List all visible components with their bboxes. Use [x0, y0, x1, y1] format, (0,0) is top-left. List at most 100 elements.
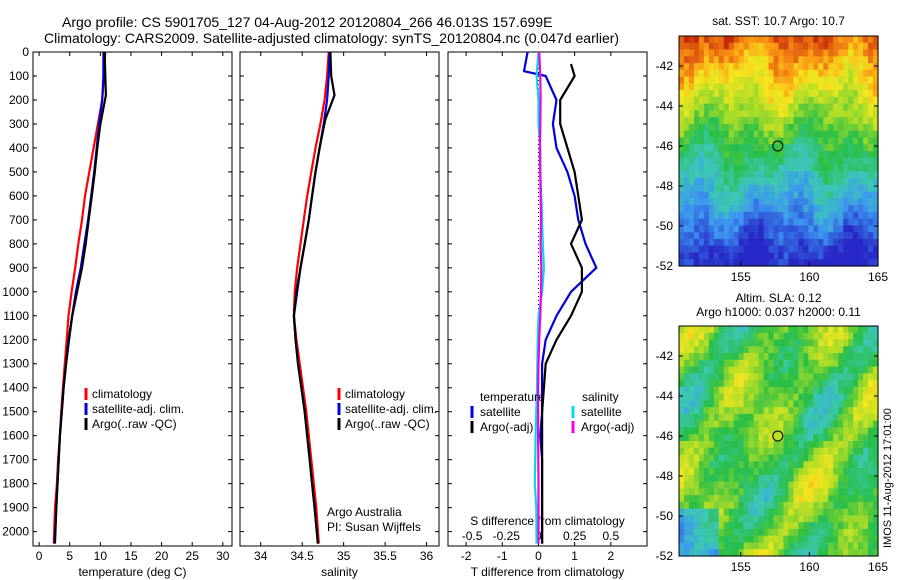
- map-cell: [848, 522, 854, 530]
- map-cell: [683, 407, 690, 415]
- map-cell: [688, 252, 695, 260]
- y-tick-label: 900: [9, 261, 29, 275]
- map-cell: [793, 178, 799, 186]
- map-cell: [718, 151, 725, 159]
- map-cell: [858, 205, 864, 213]
- map-cell: [758, 137, 765, 145]
- map-cell: [743, 549, 750, 557]
- map-cell: [813, 528, 819, 537]
- map-cell: [863, 232, 869, 240]
- map-cell: [828, 252, 834, 260]
- map-cell: [713, 49, 720, 57]
- map-cell: [863, 90, 869, 98]
- map-cell: [813, 346, 819, 354]
- map-cell: [803, 454, 809, 462]
- map-cell: [763, 373, 770, 381]
- map-cell: [778, 191, 785, 199]
- map-cell: [808, 407, 814, 415]
- map-cell: [748, 245, 755, 254]
- map-cell: [763, 441, 770, 449]
- map-cell: [788, 137, 795, 145]
- map-cell: [698, 178, 705, 186]
- map-cell: [798, 157, 804, 166]
- map-cell: [813, 225, 819, 233]
- map-cell: [868, 420, 874, 429]
- map-cell: [778, 245, 785, 254]
- map-cell: [833, 393, 839, 402]
- map-cell: [738, 413, 745, 422]
- map-x-tick-label: 165: [868, 560, 888, 574]
- map-cell: [723, 326, 730, 334]
- map-cell: [683, 515, 690, 523]
- map-cell: [808, 83, 814, 91]
- map-cell: [798, 103, 804, 112]
- map-cell: [758, 238, 765, 247]
- map-cell: [808, 184, 814, 193]
- map-cell: [693, 393, 700, 402]
- map-cell: [748, 434, 755, 442]
- map-cell: [758, 528, 765, 537]
- map-cell: [733, 535, 740, 544]
- map-cell: [713, 434, 720, 442]
- map-cell: [773, 198, 780, 206]
- map-cell: [863, 528, 869, 537]
- map-cell: [853, 346, 859, 354]
- map-cell: [798, 481, 804, 489]
- map-cell: [683, 144, 690, 152]
- x-tick-label: 0: [535, 549, 542, 563]
- map-cell: [753, 184, 760, 193]
- map-cell: [713, 407, 720, 415]
- map-cell: [793, 528, 799, 537]
- map-cell: [808, 332, 814, 341]
- map-cell: [868, 535, 874, 544]
- map-cell: [718, 353, 725, 361]
- map-cell: [733, 36, 740, 44]
- map-cell: [753, 515, 760, 523]
- map-cell: [763, 528, 770, 537]
- map-cell: [853, 110, 859, 118]
- map-cell: [758, 373, 765, 381]
- map-cell: [808, 76, 814, 84]
- map-cell: [803, 549, 809, 557]
- map-cell: [738, 76, 745, 84]
- map-cell: [798, 488, 804, 496]
- map-cell: [828, 481, 834, 489]
- map-cell: [713, 339, 720, 347]
- map-cell: [718, 420, 725, 429]
- map-cell: [823, 83, 829, 91]
- map-cell: [713, 508, 720, 517]
- map-cell: [783, 332, 790, 341]
- map-cell: [823, 69, 829, 78]
- map-cell: [728, 427, 735, 435]
- map-cell: [788, 191, 795, 199]
- map-cell: [808, 366, 814, 374]
- map-cell: [713, 420, 720, 429]
- map-cell: [863, 420, 869, 429]
- map-cell: [713, 461, 720, 469]
- map-cell: [738, 117, 745, 125]
- map-cell: [768, 400, 775, 408]
- map-cell: [783, 535, 790, 544]
- map-cell: [838, 515, 844, 523]
- map-cell: [728, 468, 735, 476]
- map-cell: [803, 346, 809, 354]
- map-cell: [803, 76, 809, 84]
- map-cell: [753, 353, 760, 361]
- map-cell: [873, 164, 879, 172]
- map-cell: [833, 238, 839, 247]
- map-cell: [818, 501, 824, 510]
- map-cell: [748, 238, 755, 247]
- map-cell: [683, 474, 690, 483]
- map-cell: [688, 427, 695, 435]
- map-cell: [828, 441, 834, 449]
- map-cell: [848, 420, 854, 429]
- map-cell: [788, 232, 795, 240]
- map-cell: [688, 332, 695, 341]
- map-cell: [728, 515, 735, 523]
- map-cell: [693, 474, 700, 483]
- map-cell: [778, 144, 785, 152]
- map-cell: [748, 528, 755, 537]
- map-cell: [873, 211, 879, 220]
- map-cell: [798, 339, 804, 347]
- imos-stamp: IMOS 11-Aug-2012 17:01:00: [882, 408, 894, 548]
